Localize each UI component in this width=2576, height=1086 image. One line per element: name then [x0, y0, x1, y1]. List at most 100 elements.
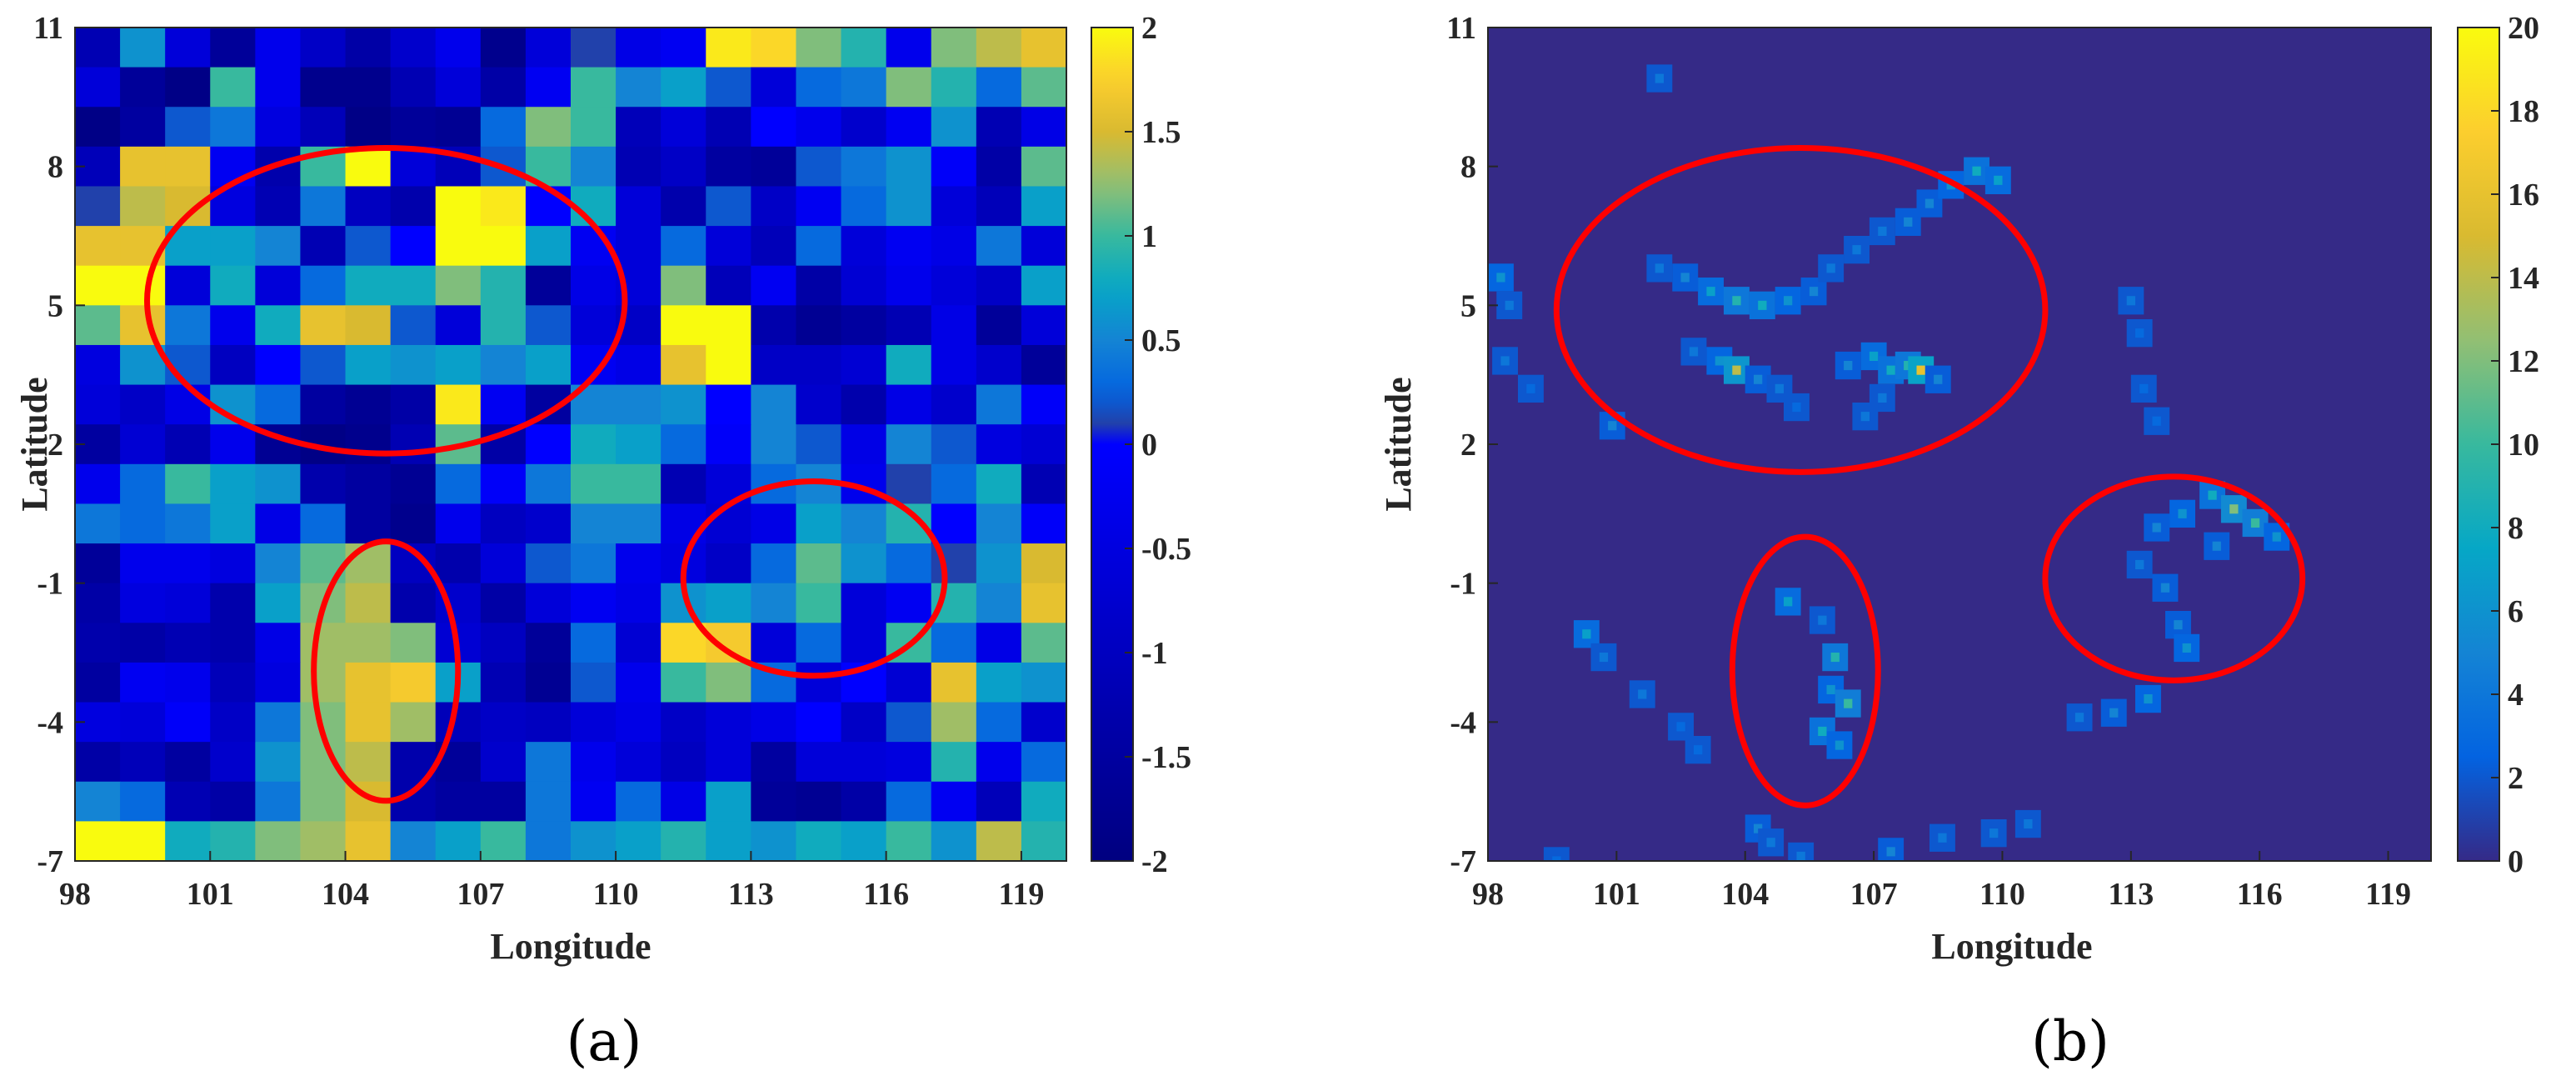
heatmap-cell: [120, 305, 166, 346]
heatmap-cell: [886, 305, 932, 346]
heatmap-hotspot: [2250, 518, 2260, 528]
heatmap-hotspot: [1758, 300, 1767, 310]
heatmap-cell: [165, 543, 211, 584]
heatmap-cell: [1021, 305, 1067, 346]
heatmap-cell: [165, 503, 211, 544]
heatmap-hotspot: [1826, 684, 1835, 694]
highlight-ellipse: [1729, 533, 1881, 808]
heatmap-a-cells: [75, 28, 1067, 862]
heatmap-cell: [616, 623, 661, 663]
heatmap-cell: [210, 781, 256, 822]
y-tick-label: 11: [33, 11, 63, 46]
heatmap-cell: [796, 107, 842, 148]
x-tick-label: 110: [593, 877, 639, 912]
heatmap-hotspot: [1796, 851, 1805, 861]
heatmap-cell: [886, 146, 932, 188]
heatmap-cell: [616, 781, 661, 822]
heatmap-cell: [210, 344, 256, 386]
heatmap-cell: [1021, 662, 1067, 703]
heatmap-cell: [255, 742, 302, 783]
heatmap-cell: [255, 226, 302, 267]
heatmap-hotspot: [2178, 508, 2187, 518]
heatmap-cell: [616, 821, 661, 862]
heatmap-cell: [571, 742, 617, 783]
y-tick-label: 2: [1460, 428, 1476, 463]
heatmap-cell: [300, 384, 347, 425]
heatmap-hotspot: [1505, 300, 1514, 310]
heatmap-cell: [841, 503, 887, 544]
heatmap-cell: [390, 344, 437, 386]
heatmap-hotspot: [2024, 819, 2033, 829]
heatmap-cell: [706, 265, 751, 306]
colorbar-tick-label: 2: [2508, 761, 2524, 796]
heatmap-cell: [120, 424, 166, 465]
x-tick-label: 104: [1721, 877, 1769, 912]
heatmap-cell: [390, 503, 437, 544]
heatmap-cell: [841, 146, 887, 188]
heatmap-cell: [661, 146, 706, 188]
heatmap-cell: [796, 28, 842, 68]
colorbar-tick-label: 1.5: [1141, 115, 1181, 150]
heatmap-hotspot: [1582, 629, 1591, 639]
heatmap-cell: [255, 384, 302, 425]
heatmap-cell: [706, 742, 751, 783]
heatmap-cell: [345, 384, 392, 425]
heatmap-cell: [886, 583, 932, 623]
heatmap-cell: [300, 226, 347, 267]
heatmap-cell: [931, 503, 977, 544]
heatmap-cell: [525, 67, 572, 108]
heatmap-cell: [435, 781, 482, 822]
x-tick-label: 107: [457, 877, 504, 912]
heatmap-cell: [976, 67, 1022, 108]
heatmap-hotspot: [2208, 490, 2217, 500]
heatmap-cell: [255, 463, 302, 505]
heatmap-cell: [976, 742, 1022, 783]
heatmap-cell: [976, 623, 1022, 663]
heatmap-cell: [616, 344, 661, 386]
heatmap-cell: [480, 265, 527, 306]
heatmap-b-ylabel: Latitude: [1378, 377, 1419, 511]
colorbar-tick-label: 20: [2508, 11, 2539, 46]
heatmap-cell: [345, 146, 392, 188]
heatmap-cell: [120, 67, 166, 108]
heatmap-cell: [165, 583, 211, 623]
heatmap-cell: [931, 384, 977, 425]
x-tick-label: 116: [863, 877, 909, 912]
heatmap-cell: [976, 424, 1022, 465]
heatmap-hotspot: [2139, 383, 2149, 393]
heatmap-cell: [165, 463, 211, 505]
y-tick-label: -7: [1450, 844, 1476, 879]
heatmap-cell: [841, 781, 887, 822]
heatmap-cell: [435, 305, 482, 346]
heatmap-cell: [210, 28, 256, 68]
colorbar-tick-label: 6: [2508, 594, 2524, 629]
heatmap-hotspot: [1706, 287, 1715, 297]
heatmap-hotspot: [1754, 374, 1763, 384]
heatmap-cell: [210, 463, 256, 505]
heatmap-cell: [931, 107, 977, 148]
heatmap-cell: [525, 305, 572, 346]
heatmap-cell: [210, 623, 256, 663]
heatmap-hotspot: [2212, 541, 2221, 551]
heatmap-cell: [616, 503, 661, 544]
highlight-ellipse: [1553, 144, 2049, 475]
heatmap-cell: [616, 146, 661, 188]
heatmap-hotspot: [1500, 356, 1510, 366]
heatmap-cell: [300, 265, 347, 306]
heatmap-cell: [886, 28, 932, 68]
heatmap-cell: [886, 821, 932, 862]
heatmap-cell: [345, 28, 392, 68]
heatmap-cell: [976, 543, 1022, 584]
heatmap-cell: [120, 623, 166, 663]
heatmap-cell: [751, 28, 797, 68]
heatmap-cell: [345, 662, 392, 703]
heatmap-cell: [976, 265, 1022, 306]
heatmap-cell: [571, 583, 617, 623]
heatmap-cell: [525, 424, 572, 465]
heatmap-hotspot: [2182, 643, 2191, 653]
heatmap-cell: [255, 503, 302, 544]
heatmap-cell: [661, 662, 706, 703]
heatmap-cell: [345, 265, 392, 306]
heatmap-cell: [165, 384, 211, 425]
heatmap-cell: [525, 662, 572, 703]
